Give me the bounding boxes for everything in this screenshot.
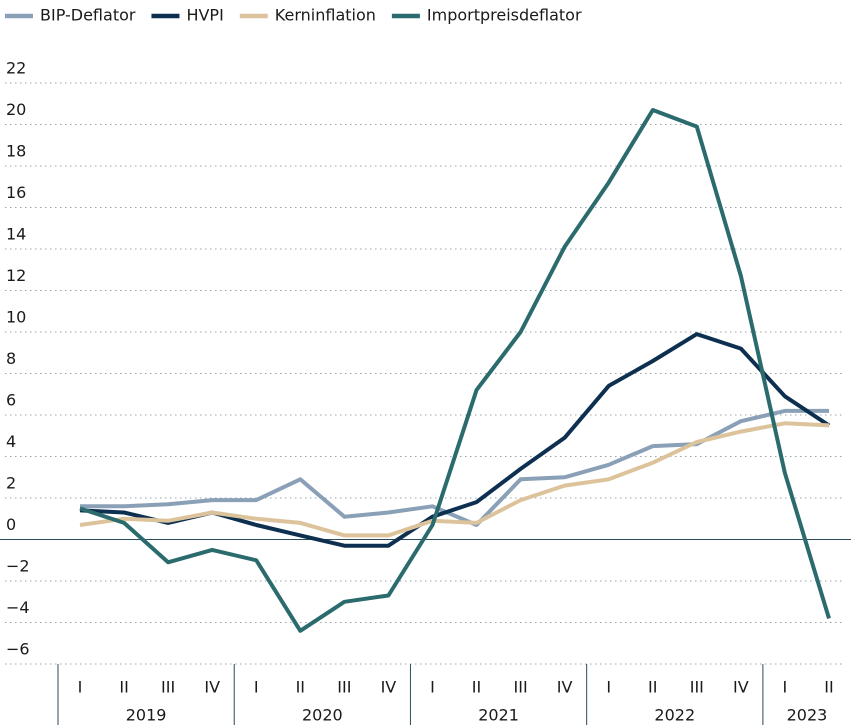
legend-label: Importpreisdeflator <box>427 6 582 25</box>
y-tick-label: 12 <box>6 266 26 285</box>
x-tick-label: III <box>514 678 528 697</box>
y-tick-label: 14 <box>6 225 26 244</box>
legend-label: Kerninflation <box>275 6 376 25</box>
legend-label: HVPI <box>186 6 223 25</box>
y-tick-label: 10 <box>6 308 26 327</box>
x-group-label: 2022 <box>654 706 695 725</box>
x-tick-label: III <box>161 678 175 697</box>
series-line <box>79 108 831 633</box>
x-group-label: 2019 <box>126 706 167 725</box>
y-tick-label: 20 <box>6 100 26 119</box>
x-tick-label: II <box>824 678 833 697</box>
x-tick-label: I <box>430 678 435 697</box>
x-tick-label: II <box>648 678 657 697</box>
x-tick-label: IV <box>204 678 220 697</box>
x-tick-label: IV <box>381 678 397 697</box>
x-tick-label: II <box>296 678 305 697</box>
x-tick-label: II <box>119 678 128 697</box>
x-group-label: 2023 <box>787 706 828 725</box>
legend-label: BIP-Deflator <box>40 6 136 25</box>
x-tick-label: III <box>337 678 351 697</box>
y-tick-label: 8 <box>6 349 16 368</box>
y-tick-label: 18 <box>6 142 26 161</box>
y-tick-label: 22 <box>6 59 26 78</box>
y-tick-label: 6 <box>6 391 16 410</box>
x-tick-label: I <box>606 678 611 697</box>
x-tick-label: I <box>783 678 788 697</box>
x-group-label: 2020 <box>302 706 343 725</box>
x-tick-label: IV <box>557 678 573 697</box>
x-tick-label: III <box>690 678 704 697</box>
x-tick-label: I <box>78 678 83 697</box>
y-tick-label: −4 <box>6 598 30 617</box>
y-tick-label: 16 <box>6 183 26 202</box>
y-tick-label: −2 <box>6 557 30 576</box>
x-tick-label: IV <box>733 678 749 697</box>
series-line <box>79 421 830 538</box>
x-tick-label: I <box>254 678 259 697</box>
y-tick-label: 0 <box>6 515 16 534</box>
y-tick-label: −6 <box>6 640 30 659</box>
x-group-label: 2021 <box>478 706 519 725</box>
x-tick-label: II <box>472 678 481 697</box>
y-tick-label: 4 <box>6 432 16 451</box>
y-tick-label: 2 <box>6 474 16 493</box>
